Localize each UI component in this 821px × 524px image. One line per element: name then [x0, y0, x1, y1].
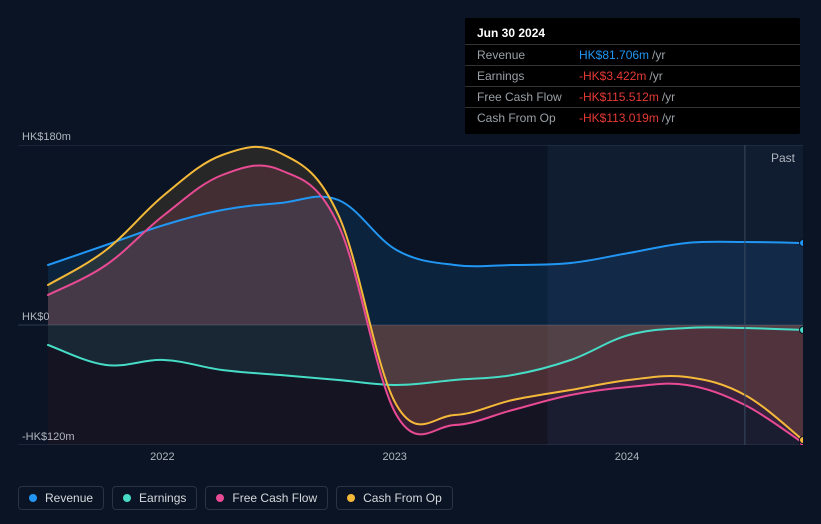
- legend-item-earnings[interactable]: Earnings: [112, 486, 197, 510]
- tooltip-row: RevenueHK$81.706m/yr: [465, 44, 800, 65]
- tooltip-label: Cash From Op: [477, 111, 579, 125]
- legend-dot-icon: [216, 494, 224, 502]
- tooltip-row: Free Cash Flow-HK$115.512m/yr: [465, 86, 800, 107]
- tooltip-unit: /yr: [662, 90, 675, 104]
- legend-label: Cash From Op: [363, 491, 442, 505]
- legend-label: Revenue: [45, 491, 93, 505]
- legend-label: Free Cash Flow: [232, 491, 317, 505]
- tooltip-value: -HK$113.019m: [579, 111, 659, 125]
- legend-item-revenue[interactable]: Revenue: [18, 486, 104, 510]
- x-axis-label: 2022: [150, 451, 174, 463]
- legend-dot-icon: [123, 494, 131, 502]
- x-axis-label: 2024: [615, 451, 639, 463]
- y-axis-label: HK$0: [22, 311, 50, 323]
- legend-dot-icon: [29, 494, 37, 502]
- tooltip-row: Earnings-HK$3.422m/yr: [465, 65, 800, 86]
- tooltip-row: Cash From Op-HK$113.019m/yr: [465, 107, 800, 128]
- legend: Revenue Earnings Free Cash Flow Cash From O…: [18, 486, 453, 510]
- tooltip-label: Revenue: [477, 48, 579, 62]
- tooltip-value: HK$81.706m: [579, 48, 649, 62]
- tooltip-unit: /yr: [652, 48, 665, 62]
- legend-dot-icon: [347, 494, 355, 502]
- chart-area[interactable]: [18, 145, 803, 445]
- tooltip-label: Earnings: [477, 69, 579, 83]
- y-axis-label: HK$180m: [22, 131, 71, 143]
- x-axis-label: 2023: [382, 451, 406, 463]
- tooltip-unit: /yr: [662, 111, 675, 125]
- legend-label: Earnings: [139, 491, 186, 505]
- tooltip-date: Jun 30 2024: [465, 24, 800, 44]
- legend-item-free-cash-flow[interactable]: Free Cash Flow: [205, 486, 328, 510]
- tooltip-label: Free Cash Flow: [477, 90, 579, 104]
- past-label: Past: [771, 151, 795, 165]
- tooltip-rows: RevenueHK$81.706m/yrEarnings-HK$3.422m/y…: [465, 44, 800, 128]
- tooltip-value: -HK$3.422m: [579, 69, 646, 83]
- tooltip-value: -HK$115.512m: [579, 90, 659, 104]
- legend-item-cash-from-op[interactable]: Cash From Op: [336, 486, 453, 510]
- chart-tooltip: Jun 30 2024 RevenueHK$81.706m/yrEarnings…: [465, 18, 800, 134]
- y-axis-label: -HK$120m: [22, 431, 75, 443]
- tooltip-unit: /yr: [649, 69, 662, 83]
